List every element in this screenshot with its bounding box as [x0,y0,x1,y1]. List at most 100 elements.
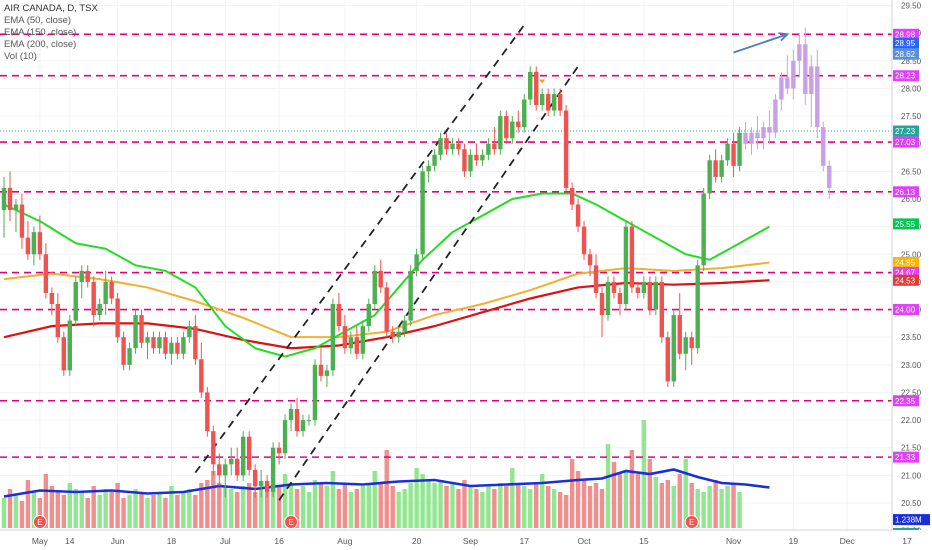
volume-bar [354,489,360,528]
volume-bar [456,489,461,528]
candle-body [456,143,461,150]
chart-legend: AIR CANADA, D, TSX EMA (50, close) EMA (… [4,3,98,63]
projection-candle [797,44,802,61]
candle-body [25,237,31,255]
volume-bar [713,480,718,528]
volume-bar [450,483,455,528]
volume-bar [719,489,724,528]
candle-body [492,143,497,150]
candle-body [647,281,653,310]
candle-body [605,281,611,316]
time-tick-label: Oct [577,536,591,546]
trend-channel-line [278,65,579,501]
volume-bar [79,492,84,528]
volume-bar [462,480,467,528]
volume-bar [384,450,389,528]
volume-bar [187,489,192,528]
volume-bar [468,486,473,528]
volume-bar [151,495,156,528]
candle-body [360,326,365,354]
candle-body [235,458,240,476]
time-tick-label: 19 [789,536,799,546]
candle-body [438,138,443,155]
volume-bar [504,486,509,528]
price-label-badge [893,267,919,279]
volume-bar [623,471,629,528]
volume-bar [611,462,617,528]
price-label-badge [893,514,930,526]
candle-body [1,187,7,211]
candle-body [689,337,694,349]
candle-body [713,160,718,177]
candle-body [486,143,491,155]
volume-bar [282,474,288,528]
volume-bar [731,483,736,528]
volume-bar [91,486,96,528]
candle-body [276,447,282,454]
price-label-badge [893,37,919,49]
volume-bar [193,495,198,528]
price-label-badge [893,70,919,82]
price-tick-label: 27.50 [901,112,922,121]
candle-body [611,281,617,293]
volume-bar [67,483,72,528]
volume-bar [306,492,312,528]
volume-bar [737,492,742,528]
candle-body [312,364,318,421]
volume-bar [55,492,61,528]
legend-ema50: EMA (50, close) [4,15,72,26]
candle-body [145,337,150,343]
candle-body [103,281,108,305]
volume-bar [516,483,521,528]
candle-body [707,160,712,194]
earnings-marker [684,515,699,529]
price-tick-label: 25.00 [901,250,922,259]
volume-bar [205,480,210,528]
price-label-badge [893,451,919,463]
candle-body [246,436,252,470]
candle-body [354,337,360,354]
candle-body [318,364,324,376]
time-tick-label: 17 [520,536,530,546]
candle-body [217,464,222,476]
volume-bar [318,483,324,528]
candle-body [157,337,162,349]
volume-bar [61,495,66,528]
volume-bar [587,486,593,528]
candle-body [426,165,431,172]
volume-bar [617,474,623,528]
candle-body [617,292,623,305]
volume-bar [444,486,449,528]
candle-body [635,287,641,293]
candle-body [414,254,419,271]
volume-bar [25,480,31,528]
volume-bar [402,489,407,528]
projection-candle [773,99,778,133]
volume-bar [145,498,150,528]
candle-body [342,326,348,349]
volume-bar [420,474,425,528]
candle-body [270,447,276,492]
candle-body [396,331,401,338]
price-label-text: 28.62 [895,50,916,59]
earnings-marker [284,515,299,529]
candle-body [330,304,336,371]
price-label-text: 24.67 [895,269,916,278]
volume-bar [480,492,485,528]
candle-body [282,420,288,454]
volume-bar [330,471,336,528]
volume-bar [324,486,330,528]
volume-bar [264,492,270,528]
projection-candle [767,127,772,133]
price-label-badge [893,257,919,269]
trend-channel-line [194,24,525,474]
projection-candle [803,44,808,94]
projection-candle [779,77,784,100]
time-tick-label: Sep [463,536,478,546]
candle-body [294,409,300,432]
volume-bar [545,486,551,528]
price-label-badge [893,274,919,286]
volume-bar [241,486,246,528]
candle-body [653,281,659,310]
